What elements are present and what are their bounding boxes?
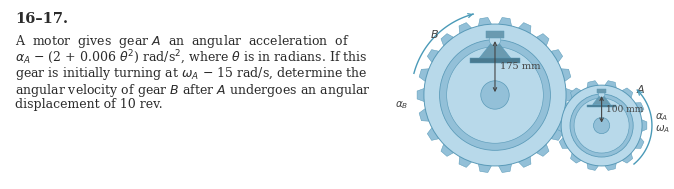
Polygon shape [551,128,563,140]
Circle shape [439,40,551,150]
Text: 175 mm: 175 mm [500,62,541,71]
Polygon shape [592,93,611,105]
Polygon shape [537,144,549,156]
Circle shape [424,24,566,166]
Polygon shape [441,34,454,46]
Polygon shape [518,23,531,33]
Bar [596,89,607,93]
Text: A  motor  gives  gear $A$  an  angular  acceleration  of: A motor gives gear $A$ an angular accele… [16,33,350,50]
Polygon shape [419,109,429,121]
Polygon shape [459,156,472,167]
Circle shape [574,98,629,153]
Circle shape [594,117,610,134]
Circle shape [570,94,633,157]
Polygon shape [441,144,454,156]
Bar [587,105,616,107]
Polygon shape [587,81,599,88]
Polygon shape [427,50,439,62]
Polygon shape [559,138,568,148]
Text: $\alpha_B$: $\alpha_B$ [395,99,408,111]
Polygon shape [570,88,581,98]
Polygon shape [605,81,616,88]
Bar [470,58,520,63]
Circle shape [561,85,642,166]
Polygon shape [479,17,491,26]
Polygon shape [479,38,511,58]
Text: $\alpha_A$ − (2 + 0.006 $\theta^2$) rad/s$^2$, where $\theta$ is in radians. If : $\alpha_A$ − (2 + 0.006 $\theta^2$) rad/… [16,49,368,67]
Polygon shape [518,156,531,167]
Polygon shape [587,163,599,170]
Bar [487,31,503,38]
Text: $\alpha_A$: $\alpha_A$ [655,111,668,123]
Text: $\omega_A$: $\omega_A$ [655,124,670,135]
Polygon shape [417,88,424,101]
Polygon shape [537,34,549,46]
Polygon shape [427,128,439,140]
Polygon shape [635,103,644,113]
Text: angular velocity of gear $B$ after $A$ undergoes an angular: angular velocity of gear $B$ after $A$ u… [16,82,371,99]
Polygon shape [419,69,429,81]
Polygon shape [642,120,647,131]
Polygon shape [561,69,571,81]
Polygon shape [635,138,644,148]
Text: 16–17.: 16–17. [16,12,68,26]
Circle shape [481,81,509,109]
Polygon shape [605,163,616,170]
Circle shape [447,47,543,143]
Polygon shape [570,153,581,163]
Text: 100 mm: 100 mm [605,105,643,114]
Polygon shape [556,120,561,131]
Polygon shape [499,17,512,26]
Circle shape [489,34,501,46]
Text: displacement of 10 rev.: displacement of 10 rev. [16,98,163,111]
Text: gear is initially turning at $\omega_A$ − 15 rad/s, determine the: gear is initially turning at $\omega_A$ … [16,65,367,82]
Polygon shape [459,23,472,33]
Polygon shape [622,153,633,163]
Polygon shape [559,103,568,113]
Polygon shape [479,164,491,173]
Polygon shape [565,88,573,101]
Polygon shape [499,164,512,173]
Text: $B$: $B$ [430,28,439,40]
Text: $A$: $A$ [636,83,646,95]
Polygon shape [561,109,571,121]
Circle shape [599,91,605,97]
Polygon shape [622,88,633,98]
Polygon shape [551,50,563,62]
